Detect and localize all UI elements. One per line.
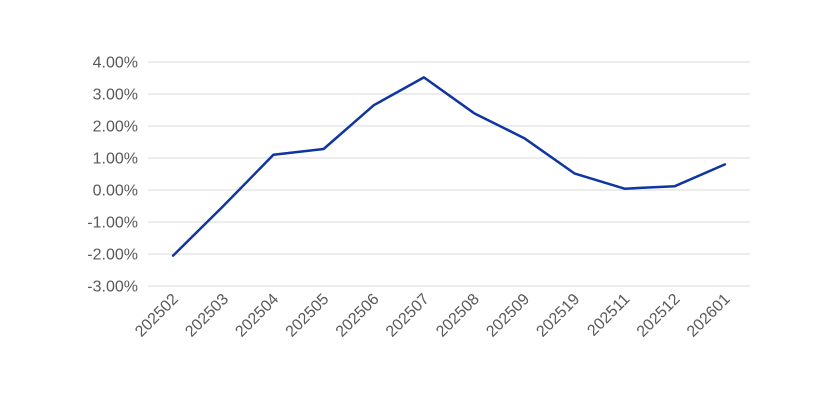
x-axis-tick-labels: 202502 202503 202504 202505 202506 202507 2025… — [132, 291, 734, 341]
y-tick-label: 1.00% — [93, 151, 138, 168]
y-tick-label: 4.00% — [93, 55, 138, 72]
x-tick-label: 202519 — [533, 291, 583, 341]
x-tick-label: 202601 — [684, 291, 734, 341]
series-group — [171, 76, 727, 257]
y-tick-label: 0.00% — [93, 183, 138, 200]
x-tick-label: 202511 — [584, 291, 633, 340]
x-tick-label: 202504 — [232, 291, 282, 341]
series-line — [171, 76, 727, 257]
x-tick-label: 202506 — [333, 291, 383, 341]
x-tick-label: 202509 — [483, 291, 533, 341]
y-tick-label: -1.00% — [87, 215, 138, 232]
y-tick-label: -3.00% — [87, 279, 138, 296]
x-tick-label: 202512 — [634, 291, 684, 341]
x-tick-label: 202507 — [383, 291, 433, 341]
x-tick-label: 202505 — [283, 291, 333, 341]
x-tick-label: 202508 — [433, 291, 483, 341]
y-tick-label: 2.00% — [93, 119, 138, 136]
y-tick-label: -2.00% — [87, 247, 138, 264]
gridlines — [148, 61, 750, 287]
x-tick-label: 202503 — [182, 291, 232, 341]
x-tick-label: 202502 — [132, 291, 182, 341]
y-axis-tick-labels: 4.00% 3.00% 2.00% 1.00% 0.00% -1.00% -2.00% -3.… — [87, 55, 138, 296]
y-tick-label: 3.00% — [93, 87, 138, 104]
